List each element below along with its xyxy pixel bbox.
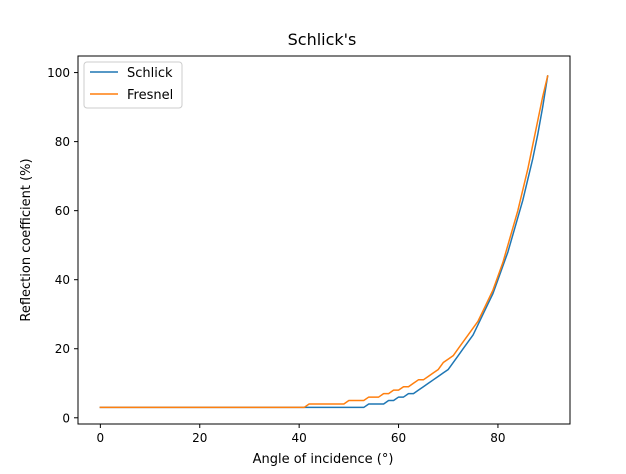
x-tick-label: 60 — [391, 431, 406, 445]
series-line-fresnel — [99, 75, 549, 409]
y-tick-label: 60 — [55, 204, 70, 218]
series-line-schlick — [99, 75, 549, 409]
x-tick-label: 80 — [490, 431, 505, 445]
y-axis-label: Reflection coefficient (%) — [19, 158, 34, 321]
legend-box — [83, 61, 183, 109]
y-axis: 0 20 40 60 80 100 — [47, 66, 78, 425]
legend: Schlick Fresnel — [83, 61, 183, 109]
legend-label-fresnel: Fresnel — [127, 88, 173, 103]
y-tick-label: 20 — [55, 342, 70, 356]
y-tick-label: 100 — [47, 66, 70, 80]
plot-area-frame — [77, 55, 571, 425]
y-tick-label: 80 — [55, 135, 70, 149]
x-tick-label: 20 — [192, 431, 207, 445]
y-tick-label: 40 — [55, 273, 70, 287]
x-tick-label: 0 — [97, 431, 105, 445]
series-layer — [99, 75, 549, 409]
legend-label-schlick: Schlick — [127, 66, 173, 81]
y-tick-label: 0 — [62, 411, 70, 425]
x-tick-label: 40 — [292, 431, 307, 445]
chart-title: Schlick's — [288, 30, 357, 49]
x-axis-label: Angle of incidence (°) — [253, 452, 394, 467]
x-axis: 0 20 40 60 80 — [97, 424, 506, 445]
